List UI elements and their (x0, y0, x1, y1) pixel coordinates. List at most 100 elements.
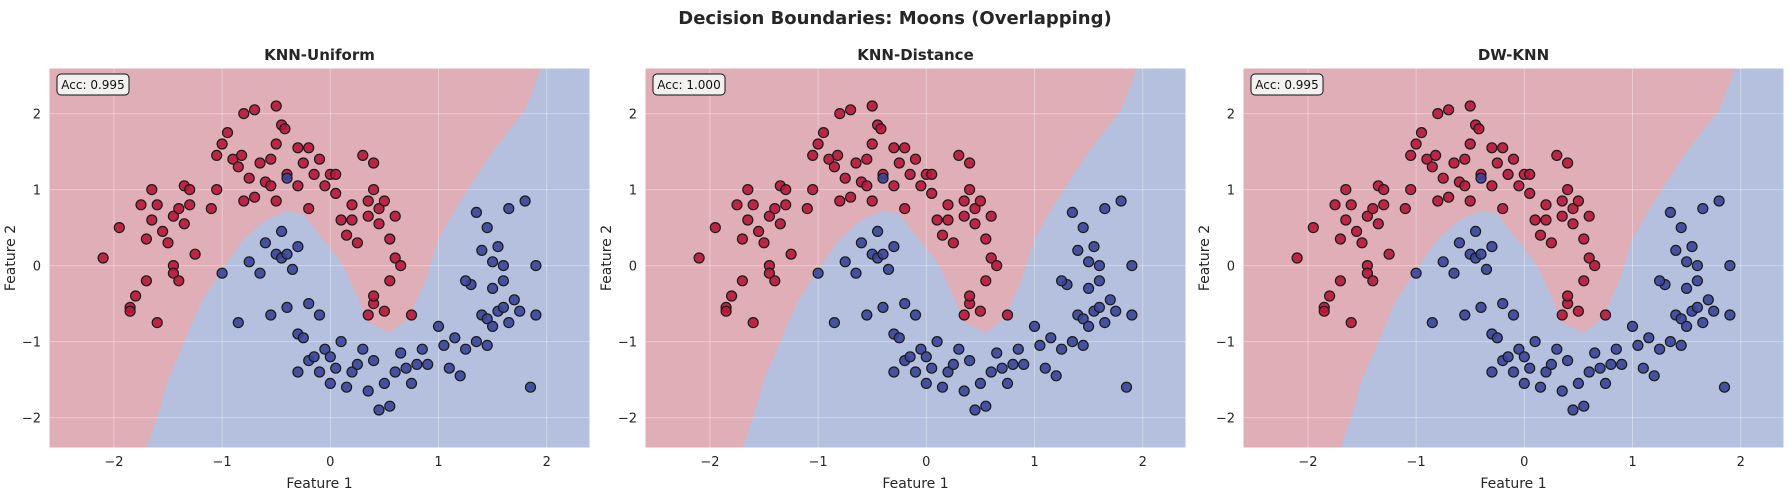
point-class-1 (519, 195, 531, 207)
point-class-1 (303, 298, 315, 310)
point-class-1 (1104, 294, 1116, 306)
point-class-0 (1318, 305, 1330, 317)
point-class-0 (985, 210, 997, 222)
point-class-1 (1691, 301, 1704, 313)
point-class-1 (1475, 301, 1487, 313)
x-tick-label: 2 (1139, 455, 1147, 470)
point-class-0 (313, 153, 326, 165)
point-class-0 (1556, 195, 1568, 207)
point-class-0 (178, 218, 190, 230)
point-class-1 (1583, 366, 1595, 378)
point-class-1 (1066, 336, 1079, 348)
point-class-0 (1497, 203, 1509, 215)
point-class-1 (1459, 309, 1471, 321)
point-class-1 (1599, 377, 1612, 389)
point-class-0 (909, 153, 922, 165)
axes-frame (1242, 67, 1785, 449)
point-class-0 (1486, 142, 1498, 154)
point-class-0 (693, 252, 705, 264)
point-class-0 (807, 149, 819, 161)
point-class-0 (915, 180, 927, 192)
point-class-0 (875, 123, 887, 135)
y-tick-label: −2 (22, 412, 41, 427)
point-class-0 (292, 180, 304, 192)
point-class-1 (1507, 366, 1520, 378)
x-tick-label: 1 (1628, 455, 1636, 470)
point-class-1 (1632, 339, 1644, 351)
axes-frame (644, 67, 1187, 449)
point-class-0 (184, 199, 196, 211)
point-class-0 (844, 104, 857, 116)
point-class-0 (362, 210, 374, 222)
point-class-0 (1410, 138, 1422, 150)
y-tick-label: 2 (629, 108, 637, 123)
point-class-0 (742, 184, 754, 196)
panel-title: KNN-Uniform (264, 46, 375, 64)
point-class-0 (769, 275, 781, 287)
point-class-0 (1345, 317, 1357, 329)
point-class-0 (265, 153, 277, 165)
point-class-1 (530, 309, 542, 321)
point-class-1 (1680, 282, 1693, 294)
point-class-1 (1713, 195, 1725, 207)
point-class-0 (1502, 168, 1514, 180)
point-class-1 (319, 343, 331, 355)
point-class-1 (1664, 336, 1677, 348)
point-class-1 (1518, 351, 1530, 363)
point-class-1 (1653, 343, 1666, 355)
x-tick-label: −1 (809, 455, 828, 470)
point-class-1 (292, 241, 304, 253)
point-class-1 (335, 336, 347, 348)
point-class-0 (189, 248, 201, 260)
y-tick-label: −2 (1216, 412, 1235, 427)
point-class-0 (124, 305, 136, 317)
point-class-0 (780, 199, 792, 211)
point-class-0 (709, 222, 721, 234)
point-class-0 (1405, 149, 1417, 161)
point-class-0 (742, 214, 754, 226)
point-class-0 (238, 195, 250, 207)
point-class-1 (828, 317, 841, 329)
point-class-1 (855, 237, 868, 249)
accuracy-annotation: Acc: 0.995 (56, 73, 130, 96)
x-tick-label: 0 (922, 455, 930, 470)
point-class-0 (205, 203, 217, 215)
point-class-1 (915, 343, 927, 355)
point-class-1 (1702, 294, 1714, 306)
point-class-0 (958, 210, 970, 222)
point-class-0 (167, 267, 179, 279)
point-class-0 (211, 184, 223, 196)
point-class-1 (969, 404, 981, 416)
point-class-0 (303, 203, 315, 215)
point-class-1 (476, 244, 488, 256)
point-class-1 (996, 362, 1008, 374)
point-class-0 (1334, 233, 1347, 245)
point-class-0 (1464, 138, 1476, 150)
point-class-1 (438, 339, 450, 351)
point-class-1 (514, 305, 526, 317)
point-class-0 (243, 172, 255, 184)
panel-3: −2 −1 0 1 2 −2 −1 0 1 2 DW-KNN Feature 1 Feature 2 Ac… (1197, 46, 1785, 492)
point-class-0 (747, 199, 759, 211)
point-class-0 (942, 199, 954, 211)
point-class-0 (1437, 172, 1449, 184)
point-class-1 (893, 332, 905, 344)
point-class-1 (259, 237, 271, 249)
annotation-text: Acc: 0.995 (1255, 78, 1318, 92)
point-class-0 (167, 210, 179, 222)
y-tick-label: 0 (1227, 260, 1235, 275)
point-class-0 (238, 107, 250, 120)
point-class-0 (720, 305, 732, 317)
point-class-0 (173, 275, 185, 287)
annotation-box (1250, 73, 1324, 96)
point-class-1 (812, 267, 824, 279)
point-class-1 (1410, 267, 1422, 279)
point-class-0 (774, 218, 786, 230)
point-class-0 (146, 214, 158, 226)
point-class-0 (1583, 252, 1595, 264)
point-class-0 (211, 149, 223, 161)
point-class-0 (834, 107, 846, 120)
point-class-1 (1486, 366, 1498, 378)
point-class-0 (184, 184, 196, 196)
point-class-1 (963, 355, 976, 367)
